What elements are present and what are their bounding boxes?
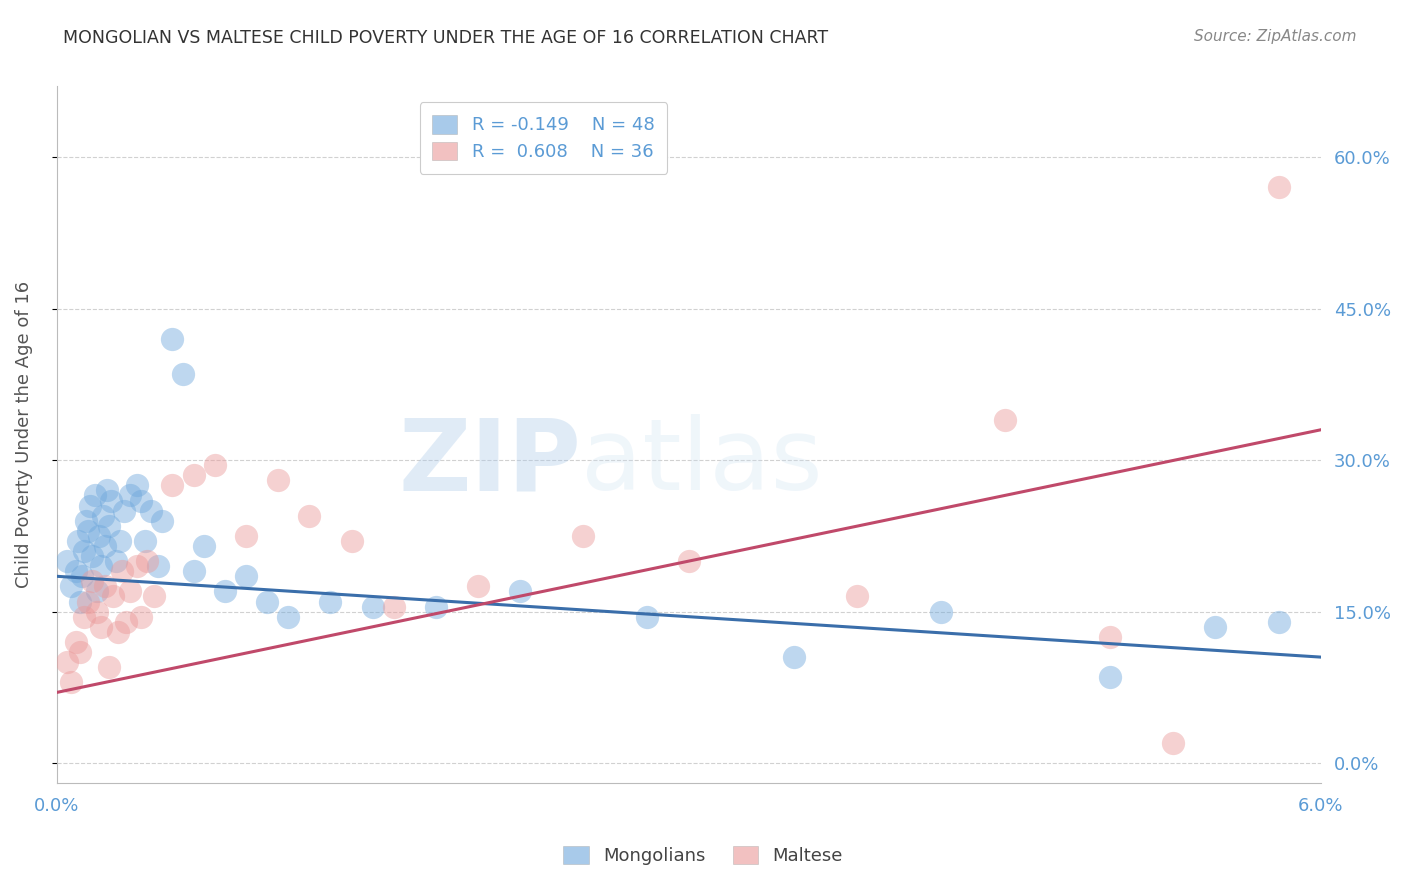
Point	[1267, 615, 1289, 629]
Point	[82, 574, 104, 589]
Point	[783, 650, 806, 665]
Point	[96, 483, 118, 498]
Point	[77, 524, 100, 538]
Point	[1204, 620, 1226, 634]
Point	[77, 594, 100, 608]
Point	[146, 559, 169, 574]
Point	[108, 533, 131, 548]
Point	[100, 493, 122, 508]
Point	[136, 554, 159, 568]
Point	[256, 594, 278, 608]
Point	[319, 594, 342, 608]
Point	[104, 554, 127, 568]
Point	[572, 529, 595, 543]
Point	[134, 533, 156, 548]
Point	[65, 564, 87, 578]
Point	[94, 539, 117, 553]
Point	[82, 549, 104, 563]
Point	[1098, 630, 1121, 644]
Point	[90, 620, 112, 634]
Point	[150, 514, 173, 528]
Point	[298, 508, 321, 523]
Point	[125, 478, 148, 492]
Point	[75, 514, 97, 528]
Point	[91, 508, 114, 523]
Legend: R = -0.149    N = 48, R =  0.608    N = 36: R = -0.149 N = 48, R = 0.608 N = 36	[419, 103, 668, 174]
Point	[66, 533, 89, 548]
Point	[86, 605, 108, 619]
Y-axis label: Child Poverty Under the Age of 16: Child Poverty Under the Age of 16	[15, 281, 32, 589]
Point	[56, 554, 79, 568]
Point	[846, 590, 869, 604]
Point	[125, 559, 148, 574]
Point	[235, 569, 257, 583]
Point	[98, 660, 121, 674]
Point	[467, 579, 489, 593]
Point	[1161, 736, 1184, 750]
Text: ZIP: ZIP	[398, 414, 581, 511]
Point	[56, 655, 79, 669]
Point	[267, 473, 290, 487]
Point	[65, 635, 87, 649]
Point	[115, 615, 138, 629]
Point	[235, 529, 257, 543]
Point	[60, 579, 83, 593]
Point	[120, 488, 142, 502]
Point	[79, 499, 101, 513]
Point	[162, 478, 184, 492]
Point	[87, 529, 110, 543]
Point	[994, 413, 1017, 427]
Point	[103, 590, 125, 604]
Point	[73, 609, 96, 624]
Point	[73, 544, 96, 558]
Point	[678, 554, 700, 568]
Point	[129, 609, 152, 624]
Point	[361, 599, 384, 614]
Point	[277, 609, 299, 624]
Point	[60, 675, 83, 690]
Point	[112, 503, 135, 517]
Point	[172, 368, 194, 382]
Point	[340, 533, 363, 548]
Text: MONGOLIAN VS MALTESE CHILD POVERTY UNDER THE AGE OF 16 CORRELATION CHART: MONGOLIAN VS MALTESE CHILD POVERTY UNDER…	[63, 29, 828, 46]
Point	[70, 569, 93, 583]
Point	[183, 564, 205, 578]
Point	[382, 599, 405, 614]
Point	[90, 559, 112, 574]
Point	[204, 458, 226, 472]
Point	[94, 579, 117, 593]
Point	[193, 539, 215, 553]
Point	[1267, 180, 1289, 194]
Point	[425, 599, 447, 614]
Point	[86, 584, 108, 599]
Point	[1098, 670, 1121, 684]
Point	[107, 624, 129, 639]
Text: Source: ZipAtlas.com: Source: ZipAtlas.com	[1194, 29, 1357, 44]
Point	[120, 584, 142, 599]
Point	[214, 584, 236, 599]
Point	[129, 493, 152, 508]
Point	[69, 594, 91, 608]
Point	[111, 564, 134, 578]
Point	[636, 609, 658, 624]
Point	[509, 584, 531, 599]
Point	[142, 590, 165, 604]
Legend: Mongolians, Maltese: Mongolians, Maltese	[557, 838, 849, 872]
Point	[931, 605, 953, 619]
Point	[98, 518, 121, 533]
Point	[69, 645, 91, 659]
Point	[83, 488, 105, 502]
Point	[141, 503, 163, 517]
Point	[183, 468, 205, 483]
Text: atlas: atlas	[581, 414, 823, 511]
Point	[162, 332, 184, 346]
